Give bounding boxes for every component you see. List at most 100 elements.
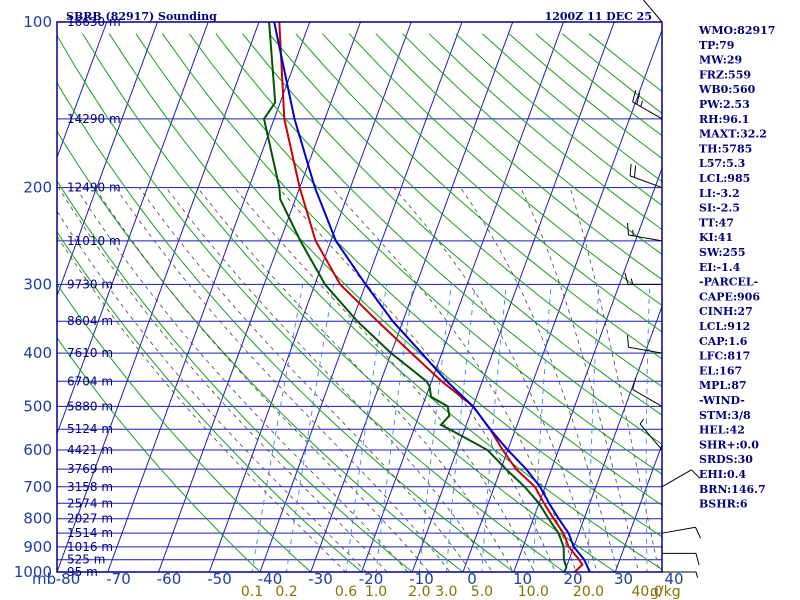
dry-adiabat: [375, 33, 662, 281]
mixing-ratio-label: 5.0: [471, 584, 493, 600]
pressure-tick-label: 300: [23, 275, 52, 293]
dewpoint-trace: [262, 22, 568, 572]
pressure-tick-label: 700: [23, 478, 52, 496]
mixing-ratio-line: [418, 284, 452, 572]
mixing-ratio-line: [532, 284, 552, 572]
pressure-tick-label: 400: [23, 344, 52, 362]
height-label: 6704 m: [67, 374, 113, 388]
index-item: SI:-2.5: [699, 202, 740, 215]
index-item: RH:96.1: [699, 113, 749, 126]
temperature-tick-label: -40: [258, 570, 283, 588]
dry-adiabat: [188, 33, 662, 475]
wind-barb: [628, 234, 663, 242]
pressure-tick-label: 600: [23, 441, 52, 459]
wind-barb-feather: [639, 418, 645, 425]
wind-barb: [632, 388, 663, 407]
index-item: KI:41: [699, 231, 733, 244]
index-item: SHR+:0.0: [699, 438, 759, 451]
wind-barb-feather: [640, 100, 643, 107]
moist-adiabat: [278, 187, 556, 572]
height-label: 1514 m: [67, 526, 113, 540]
pressure-tick-label: 100: [23, 13, 52, 31]
mixing-ratio-label: 1.0: [365, 584, 387, 600]
wind-barb-feather: [627, 335, 629, 348]
temperature-tick-label: -30: [308, 570, 333, 588]
height-label: 16630 m: [67, 15, 121, 29]
index-item: HEL:42: [699, 424, 745, 437]
dry-adiabat: [57, 283, 312, 572]
height-label: 5880 m: [67, 399, 113, 413]
wind-barb-feather: [695, 571, 699, 578]
pressure-tick-label: 800: [23, 510, 52, 528]
wind-barb-feather: [632, 377, 637, 390]
isotherm-line: [57, 22, 209, 436]
height-label: 7610 m: [67, 346, 113, 360]
mixing-ratio-labels: 0.1 0.2 0.6 1.0 2.0 3.0 5.0 10.0 20.0 40.0g/kg: [241, 584, 681, 600]
mixing-ratio-label: 3.0: [435, 584, 457, 600]
wind-barb-feather: [634, 165, 637, 178]
mixing-ratio-label: 0.1: [241, 584, 263, 600]
dry-adiabat: [162, 33, 662, 506]
isotherm-line: [361, 22, 564, 572]
mixing-ratio-label: 10.0: [518, 584, 549, 600]
index-item: MW:29: [699, 54, 742, 67]
wind-barb-feather: [695, 527, 702, 539]
isotherm-line: [564, 305, 662, 572]
wind-barb-feather: [629, 163, 632, 176]
dry-adiabat: [135, 33, 662, 538]
height-label: 8604 m: [67, 314, 113, 328]
index-item: PW:2.53: [699, 98, 750, 111]
temperature-axis-labels: -80 -70 -60 -50 -40 -30 -20 -10 0 10 20 30 40: [56, 570, 684, 588]
index-item: L57:5.3: [699, 157, 745, 170]
index-item: EL:167: [699, 364, 742, 377]
dry-adiabat: [57, 81, 515, 572]
dry-adiabat: [57, 230, 363, 572]
mixing-ratio-label: 40.0: [632, 584, 663, 600]
mixing-ratio-label: 20.0: [573, 584, 604, 600]
wind-barb: [628, 346, 663, 354]
moist-adiabat: [234, 187, 535, 572]
temperature-tick-label: -50: [207, 570, 232, 588]
index-item: TH:5785: [699, 142, 752, 155]
dry-adiabat: [108, 33, 662, 571]
mixing-ratio-line: [251, 284, 304, 572]
mixing-ratio-label: 0.6: [335, 584, 357, 600]
chart-title: SBRB (82917) Sounding: [66, 10, 217, 23]
mixing-ratio-line: [375, 284, 414, 572]
pressure-tick-label: 200: [23, 179, 52, 197]
moist-adiabat: [57, 210, 367, 572]
temperature-trace: [278, 22, 584, 572]
index-item: MAXT:32.2: [699, 128, 767, 141]
temperature-tick-label: -10: [409, 570, 434, 588]
chart-datetime: 1200Z 11 DEC 25: [545, 10, 652, 23]
moist-adiabat: [138, 187, 472, 572]
pressure-tick-label: 900: [23, 538, 52, 556]
mixing-ratio-line: [481, 284, 507, 572]
height-label: 1016 m: [67, 540, 113, 554]
height-label: 11010 m: [67, 234, 121, 248]
wind-barb-feather: [695, 553, 700, 566]
height-label: 95 m: [67, 565, 98, 579]
index-item: SRDS:30: [699, 453, 753, 466]
dry-adiabat: [82, 33, 617, 572]
index-item: WB0:560: [698, 83, 756, 96]
moist-adiabat: [520, 187, 640, 572]
height-label: 2027 m: [67, 512, 113, 526]
mixing-ratio-lines: [251, 284, 651, 572]
dry-adiabat: [268, 33, 662, 388]
temperature-tick-label: -20: [359, 570, 384, 588]
dry-adiabat: [215, 33, 662, 445]
wind-barb-feather: [630, 278, 634, 285]
isotherm-line: [208, 22, 412, 572]
dry-adiabat: [348, 33, 662, 306]
mixing-ratio-line: [445, 284, 476, 572]
moist-adiabat: [569, 187, 660, 572]
height-labels: 16630 m 14290 m 12490 m 11010 m 9730 m 8604 m…: [67, 15, 121, 579]
index-item: LI:-3.2: [699, 187, 740, 200]
isotherm-line: [107, 22, 311, 572]
index-item: LCL:912: [699, 320, 750, 333]
index-item: -WIND-: [699, 394, 745, 407]
dry-adiabat: [402, 33, 662, 255]
